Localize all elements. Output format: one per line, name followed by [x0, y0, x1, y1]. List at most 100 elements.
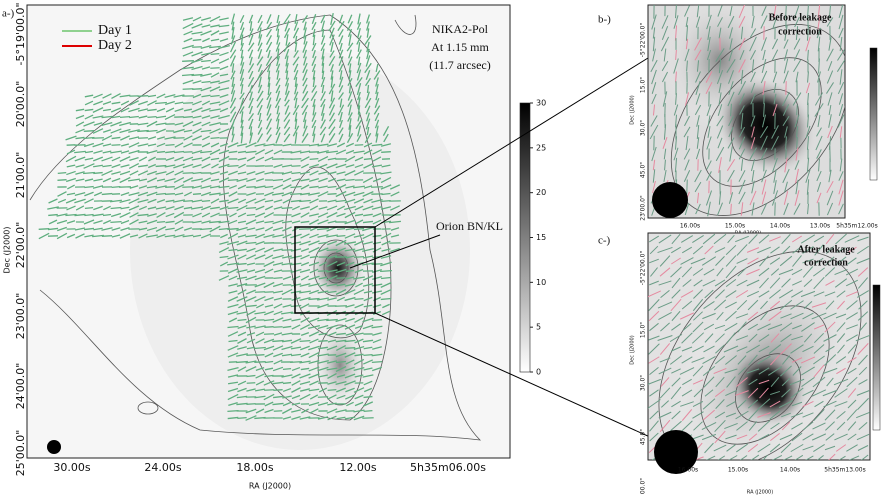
- pol-vector: [228, 180, 238, 181]
- pol-vector: [363, 355, 372, 356]
- pol-vector: [364, 159, 372, 160]
- pol-vector: [273, 390, 282, 391]
- pol-vector: [354, 257, 364, 258]
- y-tick-label: 15.0": [640, 77, 647, 93]
- panel-title: After leakage: [797, 244, 855, 255]
- pol-vector: [165, 194, 175, 195]
- x-tick-label: 5h35m06.00s: [410, 461, 486, 474]
- y-tick-label: 22'00.0": [14, 222, 27, 269]
- pol-vector: [228, 208, 239, 209]
- y-tick-label: 00.0": [640, 478, 647, 494]
- pol-vector: [300, 341, 311, 342]
- pol-vector: [210, 68, 219, 69]
- pol-vector: [192, 47, 202, 48]
- pol-vector: [355, 145, 364, 146]
- x-tick-label: 24.00s: [144, 461, 181, 474]
- pol-vector: [283, 369, 291, 370]
- pol-vector: [182, 187, 193, 188]
- colorbar-tick-label: 30: [536, 99, 546, 108]
- pol-vector: [102, 194, 112, 195]
- pol-vector: [346, 271, 354, 272]
- beam: [652, 182, 688, 218]
- pol-vector: [380, 271, 392, 272]
- pol-vector: [165, 187, 175, 188]
- colorbar: [870, 48, 877, 180]
- legend-label: Day 1: [98, 23, 132, 38]
- pol-vector: [182, 61, 194, 62]
- pol-vector: [120, 117, 130, 118]
- pol-vector: [165, 145, 174, 146]
- x-axis-label: RA (J2000): [747, 490, 773, 496]
- pol-vector: [102, 236, 112, 237]
- x-axis-label: RA (J2000): [249, 482, 291, 491]
- pol-vector: [345, 348, 355, 349]
- pol-vector: [183, 89, 194, 90]
- pol-vector: [58, 173, 66, 174]
- panel-b: b-) Before leakage correction 16.00s 15.…: [598, 0, 883, 249]
- pol-vector: [255, 292, 265, 293]
- pol-vector: [237, 418, 246, 419]
- pol-vector: [211, 138, 220, 139]
- pol-vector: [264, 334, 274, 335]
- y-tick-label: 24'00.0": [14, 363, 27, 410]
- pol-vector: [246, 187, 255, 188]
- x-tick-label: 18.00s: [236, 461, 273, 474]
- pol-vector: [372, 264, 383, 265]
- y-tick-label: -5°19'00.0": [14, 2, 27, 65]
- pol-vector: [227, 229, 238, 230]
- colorbar-tick-label: 5: [536, 323, 541, 332]
- pol-vector: [156, 166, 167, 167]
- pol-vector: [372, 320, 382, 321]
- pol-vector: [157, 222, 165, 223]
- pol-vector: [93, 173, 102, 174]
- pol-vector: [327, 250, 338, 251]
- panel-label: a-): [2, 8, 15, 20]
- pol-vector: [282, 208, 293, 209]
- pol-vector: [337, 229, 345, 230]
- pol-vector: [687, 179, 688, 194]
- pol-vector: [246, 208, 256, 209]
- pol-vector: [372, 362, 382, 363]
- pol-vector: [184, 152, 193, 153]
- pol-vector: [327, 194, 336, 195]
- pol-vector: [227, 166, 238, 167]
- pol-vector: [183, 117, 193, 118]
- colorbar: [520, 103, 530, 372]
- pol-vector: [246, 404, 255, 405]
- y-tick-label: -5°22'00.0": [640, 251, 647, 286]
- pol-vector: [147, 117, 156, 118]
- pol-vector: [57, 180, 66, 181]
- pol-vector: [290, 194, 302, 195]
- colorbar-tick-label: 0: [536, 368, 541, 377]
- pol-vector: [39, 229, 50, 230]
- pol-vector: [283, 383, 291, 384]
- pol-vector: [381, 152, 391, 153]
- pol-vector: [193, 194, 201, 195]
- pol-vector: [371, 187, 383, 188]
- pol-vector: [237, 264, 246, 265]
- pol-vector: [183, 201, 193, 202]
- panel-a: a-) Day 1 Day 2 NIKA2-Pol At 1.15 mm (11…: [2, 2, 546, 490]
- colorbar-tick-label: 25: [536, 143, 546, 152]
- pol-vector: [328, 390, 337, 391]
- pol-vector: [299, 229, 311, 230]
- y-tick-label: 45.0": [640, 162, 647, 178]
- y-axis-label: Dec (J2000): [3, 227, 12, 274]
- y-tick-label: 21'00.0": [14, 152, 27, 199]
- x-tick-label: 16.00s: [678, 467, 698, 474]
- pol-vector: [364, 411, 373, 412]
- y-tick-label: 23'00.0": [14, 293, 27, 340]
- x-tick-label: 15.00s: [725, 223, 745, 230]
- pol-vector: [310, 159, 319, 160]
- pol-vector: [273, 278, 282, 279]
- x-tick-label: 14.00s: [770, 223, 790, 230]
- colorbar-tick-label: 15: [536, 233, 546, 242]
- panel-title: correction: [804, 257, 848, 268]
- x-tick-label: 12.00s: [339, 461, 376, 474]
- annotation: (11.7 arcsec): [429, 58, 491, 72]
- pol-vector: [362, 418, 373, 419]
- y-tick-label: -5°22'00.0": [640, 23, 647, 58]
- pol-vector: [110, 222, 121, 223]
- pol-vector: [337, 236, 346, 237]
- pol-vector: [272, 341, 283, 342]
